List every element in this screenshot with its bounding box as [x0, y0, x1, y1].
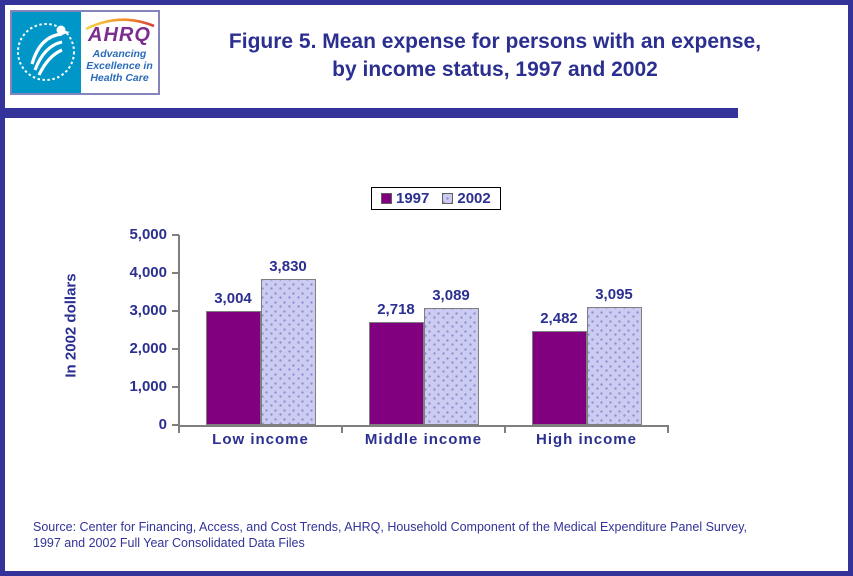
- category-label-middle-income: Middle income: [364, 431, 483, 448]
- value-label-1997-low-income: 3,004: [214, 290, 252, 307]
- value-label-2002-high-income: 3,095: [595, 286, 633, 303]
- y-tick-3,000: [172, 310, 179, 312]
- y-axis-line: [178, 235, 180, 425]
- y-tick-label-1,000: 1,000: [129, 378, 167, 395]
- figure-title-line2: by income status, 1997 and 2002: [332, 58, 658, 81]
- legend-label-2002: 2002: [457, 190, 491, 207]
- bar-1997-low-income: [205, 311, 261, 425]
- hhs-ahrq-logo: AHRQ Advancing Excellence in Health Care: [10, 10, 160, 95]
- y-tick-label-3,000: 3,000: [129, 302, 167, 319]
- x-tick-1: [341, 427, 343, 433]
- y-axis-label: In 2002 dollars: [62, 273, 80, 378]
- y-tick-0: [172, 424, 179, 426]
- bar-1997-high-income: [531, 331, 587, 425]
- ahrq-tagline-line1: Advancing: [92, 48, 147, 60]
- ahrq-tagline-line3: Health Care: [90, 72, 149, 84]
- x-tick-2: [504, 427, 506, 433]
- bar-1997-middle-income: [368, 322, 424, 425]
- y-tick-1,000: [172, 386, 179, 388]
- x-axis-line: [178, 425, 669, 427]
- ahrq-tagline-line2: Excellence in: [86, 60, 153, 72]
- legend-item-1997: 1997: [381, 190, 429, 207]
- figure-title: Figure 5. Mean expense for persons with …: [170, 28, 820, 84]
- figure-title-line1: Figure 5. Mean expense for persons with …: [228, 30, 762, 53]
- header-divider-bar: [5, 108, 738, 118]
- legend-swatch-1997: [381, 193, 392, 204]
- y-tick-2,000: [172, 348, 179, 350]
- bar-2002-middle-income: [423, 308, 479, 425]
- ahrq-tagline: Advancing Excellence in Health Care: [86, 48, 153, 84]
- value-label-2002-middle-income: 3,089: [432, 287, 470, 304]
- legend-item-2002: 2002: [442, 190, 491, 207]
- legend-label-1997: 1997: [396, 190, 430, 207]
- y-tick-label-4,000: 4,000: [129, 264, 167, 281]
- x-tick-0: [178, 427, 180, 433]
- ahrq-wordmark: AHRQ: [88, 24, 151, 46]
- x-tick-3: [667, 427, 669, 433]
- y-tick-label-5,000: 5,000: [129, 226, 167, 243]
- y-tick-label-2,000: 2,000: [129, 340, 167, 357]
- value-label-1997-middle-income: 2,718: [377, 301, 415, 318]
- ahrq-swoosh-icon: [84, 18, 154, 30]
- source-note-line2: 1997 and 2002 Full Year Consolidated Dat…: [33, 536, 305, 550]
- legend-swatch-2002: [442, 193, 454, 204]
- source-note: Source: Center for Financing, Access, an…: [33, 519, 833, 551]
- chart-legend: 1997 2002: [371, 187, 501, 210]
- category-label-high-income: High income: [535, 431, 637, 448]
- y-tick-4,000: [172, 272, 179, 274]
- bar-2002-low-income: [260, 279, 316, 425]
- value-label-1997-high-income: 2,482: [540, 310, 578, 327]
- source-note-line1: Source: Center for Financing, Access, an…: [33, 520, 748, 534]
- value-label-2002-low-income: 3,830: [269, 258, 307, 275]
- ahrq-logo: AHRQ Advancing Excellence in Health Care: [81, 12, 158, 93]
- y-tick-label-0: 0: [158, 416, 167, 433]
- category-label-low-income: Low income: [212, 431, 309, 448]
- hhs-eagle-icon: [17, 23, 75, 81]
- bar-2002-high-income: [586, 307, 642, 425]
- hhs-seal: [12, 12, 81, 93]
- y-tick-5,000: [172, 234, 179, 236]
